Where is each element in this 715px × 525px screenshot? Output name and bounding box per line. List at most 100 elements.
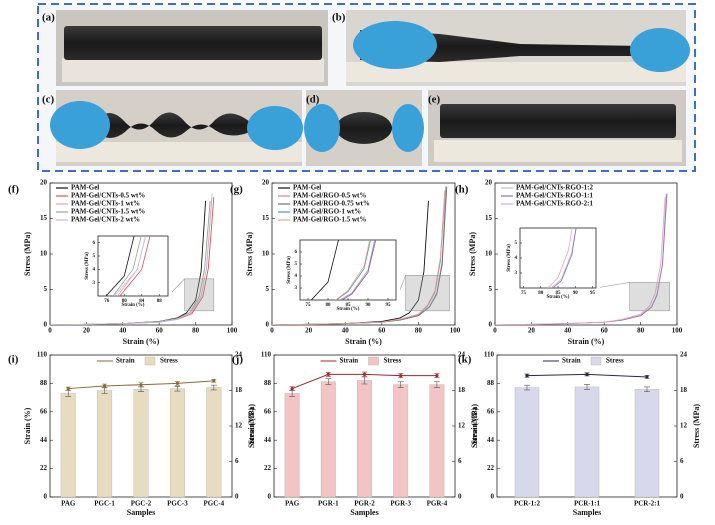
bar (284, 393, 300, 498)
legend-label: Stress (606, 357, 624, 365)
x-axis-label: Samples (573, 508, 601, 517)
bar (169, 388, 185, 498)
y2-tick-label: 12 (458, 422, 466, 430)
y-tick-label: 66 (264, 407, 272, 415)
point (525, 374, 529, 378)
error-bar (138, 386, 144, 392)
photo-label: (c) (42, 94, 55, 106)
y2-tick-label: 6 (680, 457, 684, 465)
x-tick-label: PGC-1 (94, 500, 115, 508)
x-tick-label: 20 (528, 327, 536, 335)
y-tick-label: 3 (295, 286, 298, 291)
y-tick-label: 10 (485, 250, 493, 258)
error-bar (397, 381, 404, 388)
zoom-region (184, 278, 215, 312)
y-tick-label: 5 (515, 241, 518, 246)
x-tick-label: PGR-2 (354, 500, 375, 508)
error-bar (210, 384, 217, 391)
y-tick-label: 5 (266, 285, 270, 293)
y-tick-label: 88 (487, 379, 495, 387)
series-line (341, 240, 377, 300)
error-bar (644, 386, 650, 392)
x-tick-label: 80 (122, 299, 128, 304)
y2-tick-label: 12 (680, 422, 688, 430)
point (362, 372, 367, 376)
y-tick-label: 10 (262, 250, 270, 258)
bar (60, 393, 76, 498)
y-tick-label: 15 (40, 214, 48, 222)
zoom-region (405, 274, 450, 312)
legend-label: Strain (340, 357, 359, 365)
plot-frame (97, 235, 169, 297)
panel-label: (j) (232, 354, 243, 366)
y-tick-label: 3 (515, 271, 518, 276)
series-line (339, 240, 376, 300)
y-tick-label: 88 (40, 379, 48, 387)
x-tick-label: 60 (601, 327, 609, 335)
y-tick-label: 22 (40, 464, 48, 472)
legend-label: PAM-Gel/CNTs-RGO-1:2 (516, 184, 593, 192)
y-tick-label: 20 (485, 179, 493, 187)
x-tick-label: 0 (493, 327, 497, 335)
bar (429, 384, 445, 498)
y-tick-label: 22 (487, 464, 495, 472)
point (212, 379, 216, 383)
legend-label: PAM-Gel/CNTs-RGO-2:1 (516, 200, 593, 208)
y-tick-label: 4 (515, 256, 518, 261)
inset-bg (82, 230, 172, 308)
x-tick-label: 85 (346, 303, 352, 308)
legend-label: PAM-Gel/CNTs-0.5 wt% (71, 192, 145, 200)
y-tick-label: 0 (44, 493, 48, 501)
y-tick-label: 5 (44, 285, 48, 293)
series-line (272, 190, 446, 325)
x-tick-label: 100 (450, 327, 461, 335)
legend-label: Strain (116, 357, 135, 365)
inset-y-label: Stress (MPa) (507, 244, 512, 272)
legend-label: PAM-Gel/CNTs-2 wt% (71, 216, 140, 224)
point (585, 372, 589, 376)
bar (514, 387, 540, 498)
legend-label: PAM-Gel/RGO-1.5 wt% (293, 216, 366, 224)
y-tick-label: 66 (487, 407, 495, 415)
y2-tick-label: 12 (235, 422, 243, 430)
photo-label: (d) (306, 94, 320, 106)
bar (357, 380, 372, 498)
x-tick-label: 80 (326, 303, 332, 308)
series-group (272, 186, 448, 325)
legend-swatch (144, 356, 156, 366)
x-tick-label: PAG (61, 500, 76, 508)
point (175, 381, 179, 385)
y-axis-label: Stress (MPa) (23, 232, 32, 276)
y2-tick-label: 0 (235, 493, 239, 501)
point (103, 384, 107, 388)
x-tick-label: 84 (139, 299, 145, 304)
y-tick-label: 20 (40, 179, 48, 187)
legend-label: Stress (160, 357, 178, 365)
x-tick-label: 95 (386, 303, 392, 308)
series-group (495, 193, 668, 325)
x-tick-label: 40 (119, 327, 127, 335)
x-axis-label: Strain (%) (123, 337, 160, 346)
x-tick-label: PGR-4 (427, 500, 448, 508)
series-line (310, 240, 339, 300)
point (435, 374, 439, 378)
y-tick-label: 0 (44, 321, 48, 329)
y2-tick-label: 0 (458, 493, 462, 501)
bar (393, 384, 409, 498)
inset-y-label: Stress (MPa) (287, 256, 292, 284)
legend-label: PAM-Gel (293, 184, 321, 192)
inset-series-group (105, 236, 151, 296)
zoom-region (629, 282, 671, 312)
x-tick-label: PCR-2:1 (634, 500, 661, 508)
y-tick-label: 5 (93, 254, 96, 259)
y-tick-label: 6 (295, 250, 298, 255)
legend-swatch (590, 356, 602, 366)
y-tick-label: 20 (262, 179, 270, 187)
point (290, 386, 294, 391)
y-tick-label: 44 (40, 436, 48, 444)
y-tick-label: 6 (93, 241, 96, 246)
error-bar (524, 384, 530, 391)
y-tick-label: 0 (266, 321, 270, 329)
bar (133, 389, 149, 498)
